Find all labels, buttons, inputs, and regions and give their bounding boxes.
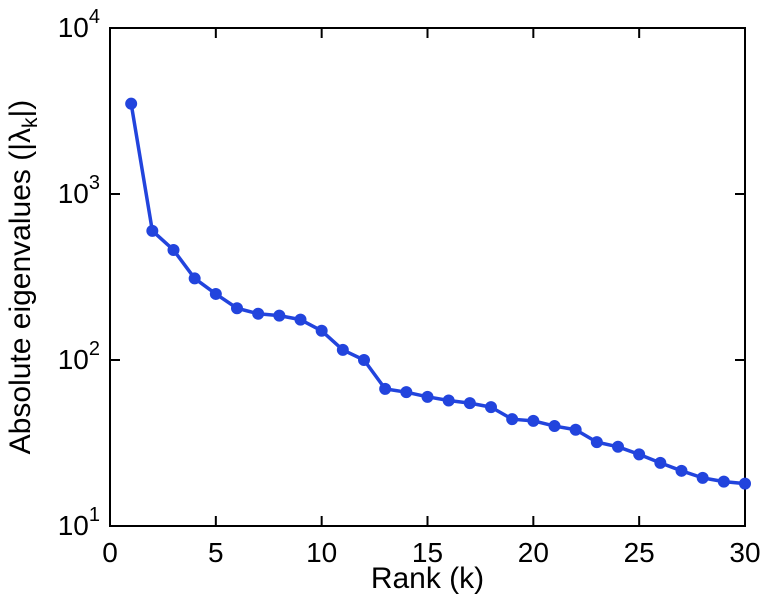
x-axis-label: Rank (k) <box>371 562 484 595</box>
data-point-marker <box>421 390 434 403</box>
x-tick-label: 10 <box>306 537 337 568</box>
data-point-marker <box>717 475 730 488</box>
data-point-marker <box>590 436 603 449</box>
data-point-marker <box>569 423 582 436</box>
data-point-marker <box>612 440 624 453</box>
data-point-marker <box>379 382 392 395</box>
data-point-marker <box>231 302 243 315</box>
data-point-marker <box>336 343 349 356</box>
data-point-marker <box>252 307 265 320</box>
y-tick-label: 104 <box>58 6 100 43</box>
data-point-marker <box>273 309 286 322</box>
y-tick-label: 101 <box>58 504 100 541</box>
data-point-marker <box>294 313 307 326</box>
x-tick-label: 20 <box>518 537 549 568</box>
y-tick-label: 103 <box>58 172 100 209</box>
data-point-marker <box>633 448 646 461</box>
y-axis-label: Absolute eigenvalues (|λk|) <box>4 100 42 455</box>
x-tick-label: 25 <box>624 537 655 568</box>
data-point-marker <box>485 401 497 414</box>
data-point-marker <box>654 456 667 469</box>
y-tick-label: 102 <box>58 338 100 375</box>
data-point-marker <box>167 243 180 256</box>
data-point-marker <box>400 386 413 399</box>
data-point-marker <box>125 97 138 110</box>
data-point-marker <box>209 287 222 300</box>
data-point-marker <box>675 464 688 477</box>
data-point-marker <box>696 471 709 484</box>
x-tick-label: 5 <box>208 537 224 568</box>
x-tick-label: 30 <box>729 537 760 568</box>
x-tick-label: 15 <box>412 537 443 568</box>
data-point-marker <box>358 354 370 366</box>
x-tick-label: 0 <box>102 537 118 568</box>
data-point-marker <box>463 397 476 410</box>
data-point-marker <box>739 477 751 490</box>
data-point-marker <box>548 420 561 433</box>
data-point-marker <box>315 324 328 337</box>
data-point-marker <box>442 394 455 407</box>
data-point-marker <box>527 414 540 427</box>
data-point-marker <box>146 224 159 237</box>
data-point-marker <box>506 413 519 426</box>
data-point-marker <box>188 272 201 285</box>
